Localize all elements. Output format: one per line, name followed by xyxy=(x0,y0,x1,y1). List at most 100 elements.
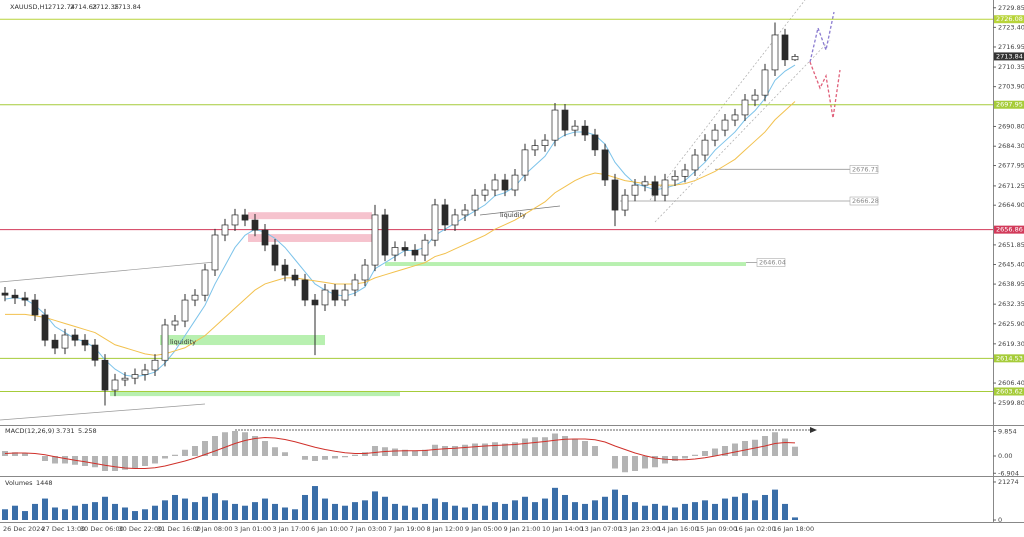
volume-bar xyxy=(352,502,358,520)
y-tick-label: 2671.25 xyxy=(998,182,1024,190)
candle-body xyxy=(211,234,219,271)
candle-body xyxy=(451,214,459,226)
candle-body xyxy=(731,114,739,121)
macd-bar xyxy=(312,456,318,461)
volume-bar xyxy=(702,500,708,520)
macd-bar xyxy=(22,453,28,456)
candle-body xyxy=(111,379,119,391)
zone xyxy=(160,335,325,346)
volume-bar xyxy=(502,503,508,520)
volume-bar xyxy=(462,507,468,520)
candle-body xyxy=(611,179,619,211)
macd-bar xyxy=(152,456,158,464)
candle-body xyxy=(791,56,799,61)
candle-body xyxy=(381,214,389,256)
candle-body xyxy=(241,214,249,221)
candle-body xyxy=(411,249,419,256)
macd-bar xyxy=(142,456,148,466)
macd-bar xyxy=(132,456,138,469)
candle-body xyxy=(351,279,359,291)
candle-body xyxy=(691,154,699,171)
macd-bar xyxy=(462,444,468,456)
volume-bar xyxy=(322,498,328,520)
volume-bar xyxy=(572,502,578,520)
volume-bar xyxy=(82,503,88,520)
side-level-box xyxy=(849,196,879,206)
volume-bar xyxy=(142,509,148,520)
candle-body xyxy=(721,119,729,131)
volume-bar xyxy=(662,505,668,520)
x-tick-label: 31 Dec 16:00 xyxy=(157,525,201,533)
macd-bar xyxy=(572,438,578,456)
candle-body xyxy=(571,125,579,131)
volume-bar xyxy=(112,503,118,520)
candle-body xyxy=(151,359,159,371)
volume-bar xyxy=(182,498,188,520)
macd-bar xyxy=(452,446,458,456)
macd-bar xyxy=(702,451,708,456)
volume-bar xyxy=(792,517,798,520)
macd-bar xyxy=(692,454,698,456)
price-label: 2713.84 xyxy=(996,52,1023,60)
volume-bar xyxy=(622,494,628,520)
header-value: 2714.63 xyxy=(70,3,97,11)
candle-body xyxy=(141,369,149,375)
volume-bar xyxy=(692,502,698,520)
macd-bar xyxy=(12,452,18,456)
y-tick-label: 2723.40 xyxy=(998,23,1024,31)
macd-bar xyxy=(352,454,358,456)
x-tick-label: 13 Jan 23:00 xyxy=(619,525,660,533)
candle-body xyxy=(101,359,109,391)
volume-bar xyxy=(402,505,408,520)
volume-bar xyxy=(602,496,608,520)
macd-bar xyxy=(392,448,398,456)
macd-bar xyxy=(732,443,738,456)
candle-body xyxy=(751,94,759,101)
side-level-label: 2666.28 xyxy=(852,197,879,205)
zone xyxy=(248,212,372,220)
macd-bar xyxy=(212,436,218,456)
candle-body xyxy=(131,374,139,379)
volume-bar xyxy=(272,503,278,520)
candle-body xyxy=(221,224,229,236)
side-level-box xyxy=(756,258,786,267)
chart-title: XAUUSD,H1 xyxy=(10,3,49,11)
macd-bar xyxy=(82,456,88,466)
forecast-down xyxy=(809,61,841,119)
level-tag xyxy=(994,100,1024,109)
candle-body xyxy=(501,179,509,191)
volume-bar xyxy=(92,502,98,520)
candle-body xyxy=(291,274,299,281)
volume-bar xyxy=(522,496,528,520)
level-label: 2614.53 xyxy=(996,354,1023,362)
y-tick-label: 2606.40 xyxy=(998,379,1024,387)
candle-body xyxy=(341,289,349,301)
signal-value: 5.258 xyxy=(78,427,97,435)
volume-bar xyxy=(152,505,158,520)
macd-bar xyxy=(282,452,288,456)
y-tick-label: 2619.30 xyxy=(998,340,1024,348)
candle-body xyxy=(701,139,709,156)
x-tick-label: 30 Dec 22:00 xyxy=(119,525,163,533)
macd-bar xyxy=(772,432,778,456)
candle-body xyxy=(271,244,279,266)
annotation: liquidity xyxy=(170,338,196,346)
volume-bar xyxy=(582,503,588,520)
header-value: 2712.35 xyxy=(92,3,119,11)
candle-body xyxy=(251,219,259,231)
y-tick-label: 2716.95 xyxy=(998,43,1024,51)
candle-body xyxy=(331,289,339,301)
macd-bar xyxy=(412,451,418,456)
volume-bar xyxy=(22,511,28,520)
x-tick-label: 2 Jan 08:00 xyxy=(196,525,233,533)
y-tick-label: 2632.35 xyxy=(998,300,1024,308)
y-tick-label: 2599.80 xyxy=(998,399,1024,407)
macd-bar xyxy=(472,443,478,456)
y-tick-label: 9.854 xyxy=(998,427,1017,435)
volume-bar xyxy=(252,502,258,520)
arrow-head xyxy=(810,427,817,433)
macd-bar xyxy=(632,456,638,471)
level-label: 2697.95 xyxy=(996,101,1023,109)
